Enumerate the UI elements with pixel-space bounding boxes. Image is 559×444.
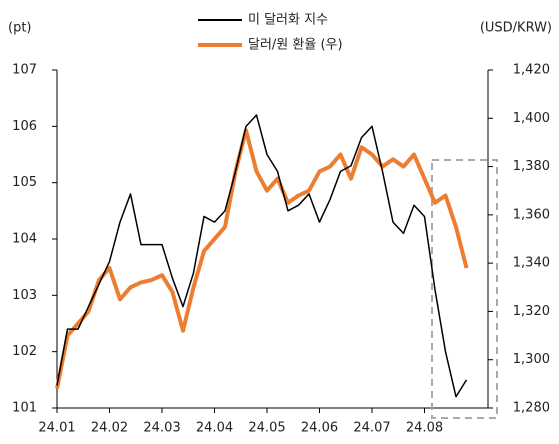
y2-tick-label: 1,320 <box>513 304 550 319</box>
x-tick-label: 24.01 <box>38 421 75 436</box>
y2-tick-label: 1,340 <box>513 256 550 271</box>
y2-tick-label: 1,300 <box>513 352 550 367</box>
x-tick-label: 24.05 <box>248 421 285 436</box>
series-line <box>55 128 469 390</box>
series-line <box>56 114 468 398</box>
y-tick-label: 106 <box>12 119 37 134</box>
y-tick-label: 104 <box>12 232 37 247</box>
y-axis-label: (pt) <box>8 21 32 36</box>
x-tick-label: 24.08 <box>406 421 443 436</box>
legend-label: 달러/원 환율 (우) <box>248 38 343 53</box>
y-tick-label: 103 <box>12 288 37 303</box>
y-tick-label: 107 <box>12 63 37 78</box>
x-tick-label: 24.02 <box>91 421 128 436</box>
y2-axis-label: (USD/KRW) <box>480 21 552 36</box>
highlight-box <box>431 159 498 419</box>
y-tick-label: 105 <box>12 175 37 190</box>
x-tick-label: 24.06 <box>301 421 338 436</box>
x-tick-label: 24.04 <box>196 421 233 436</box>
y2-tick-label: 1,360 <box>513 207 550 222</box>
legend-label: 미 달러화 지수 <box>248 13 328 28</box>
y-tick-label: 102 <box>12 344 37 359</box>
y2-tick-label: 1,420 <box>513 63 550 78</box>
x-tick-label: 24.03 <box>143 421 180 436</box>
y2-tick-label: 1,380 <box>513 159 550 174</box>
y2-tick-label: 1,400 <box>513 111 550 126</box>
x-tick-label: 24.07 <box>353 421 390 436</box>
y-tick-label: 101 <box>12 401 37 416</box>
y2-tick-label: 1,280 <box>513 401 550 416</box>
